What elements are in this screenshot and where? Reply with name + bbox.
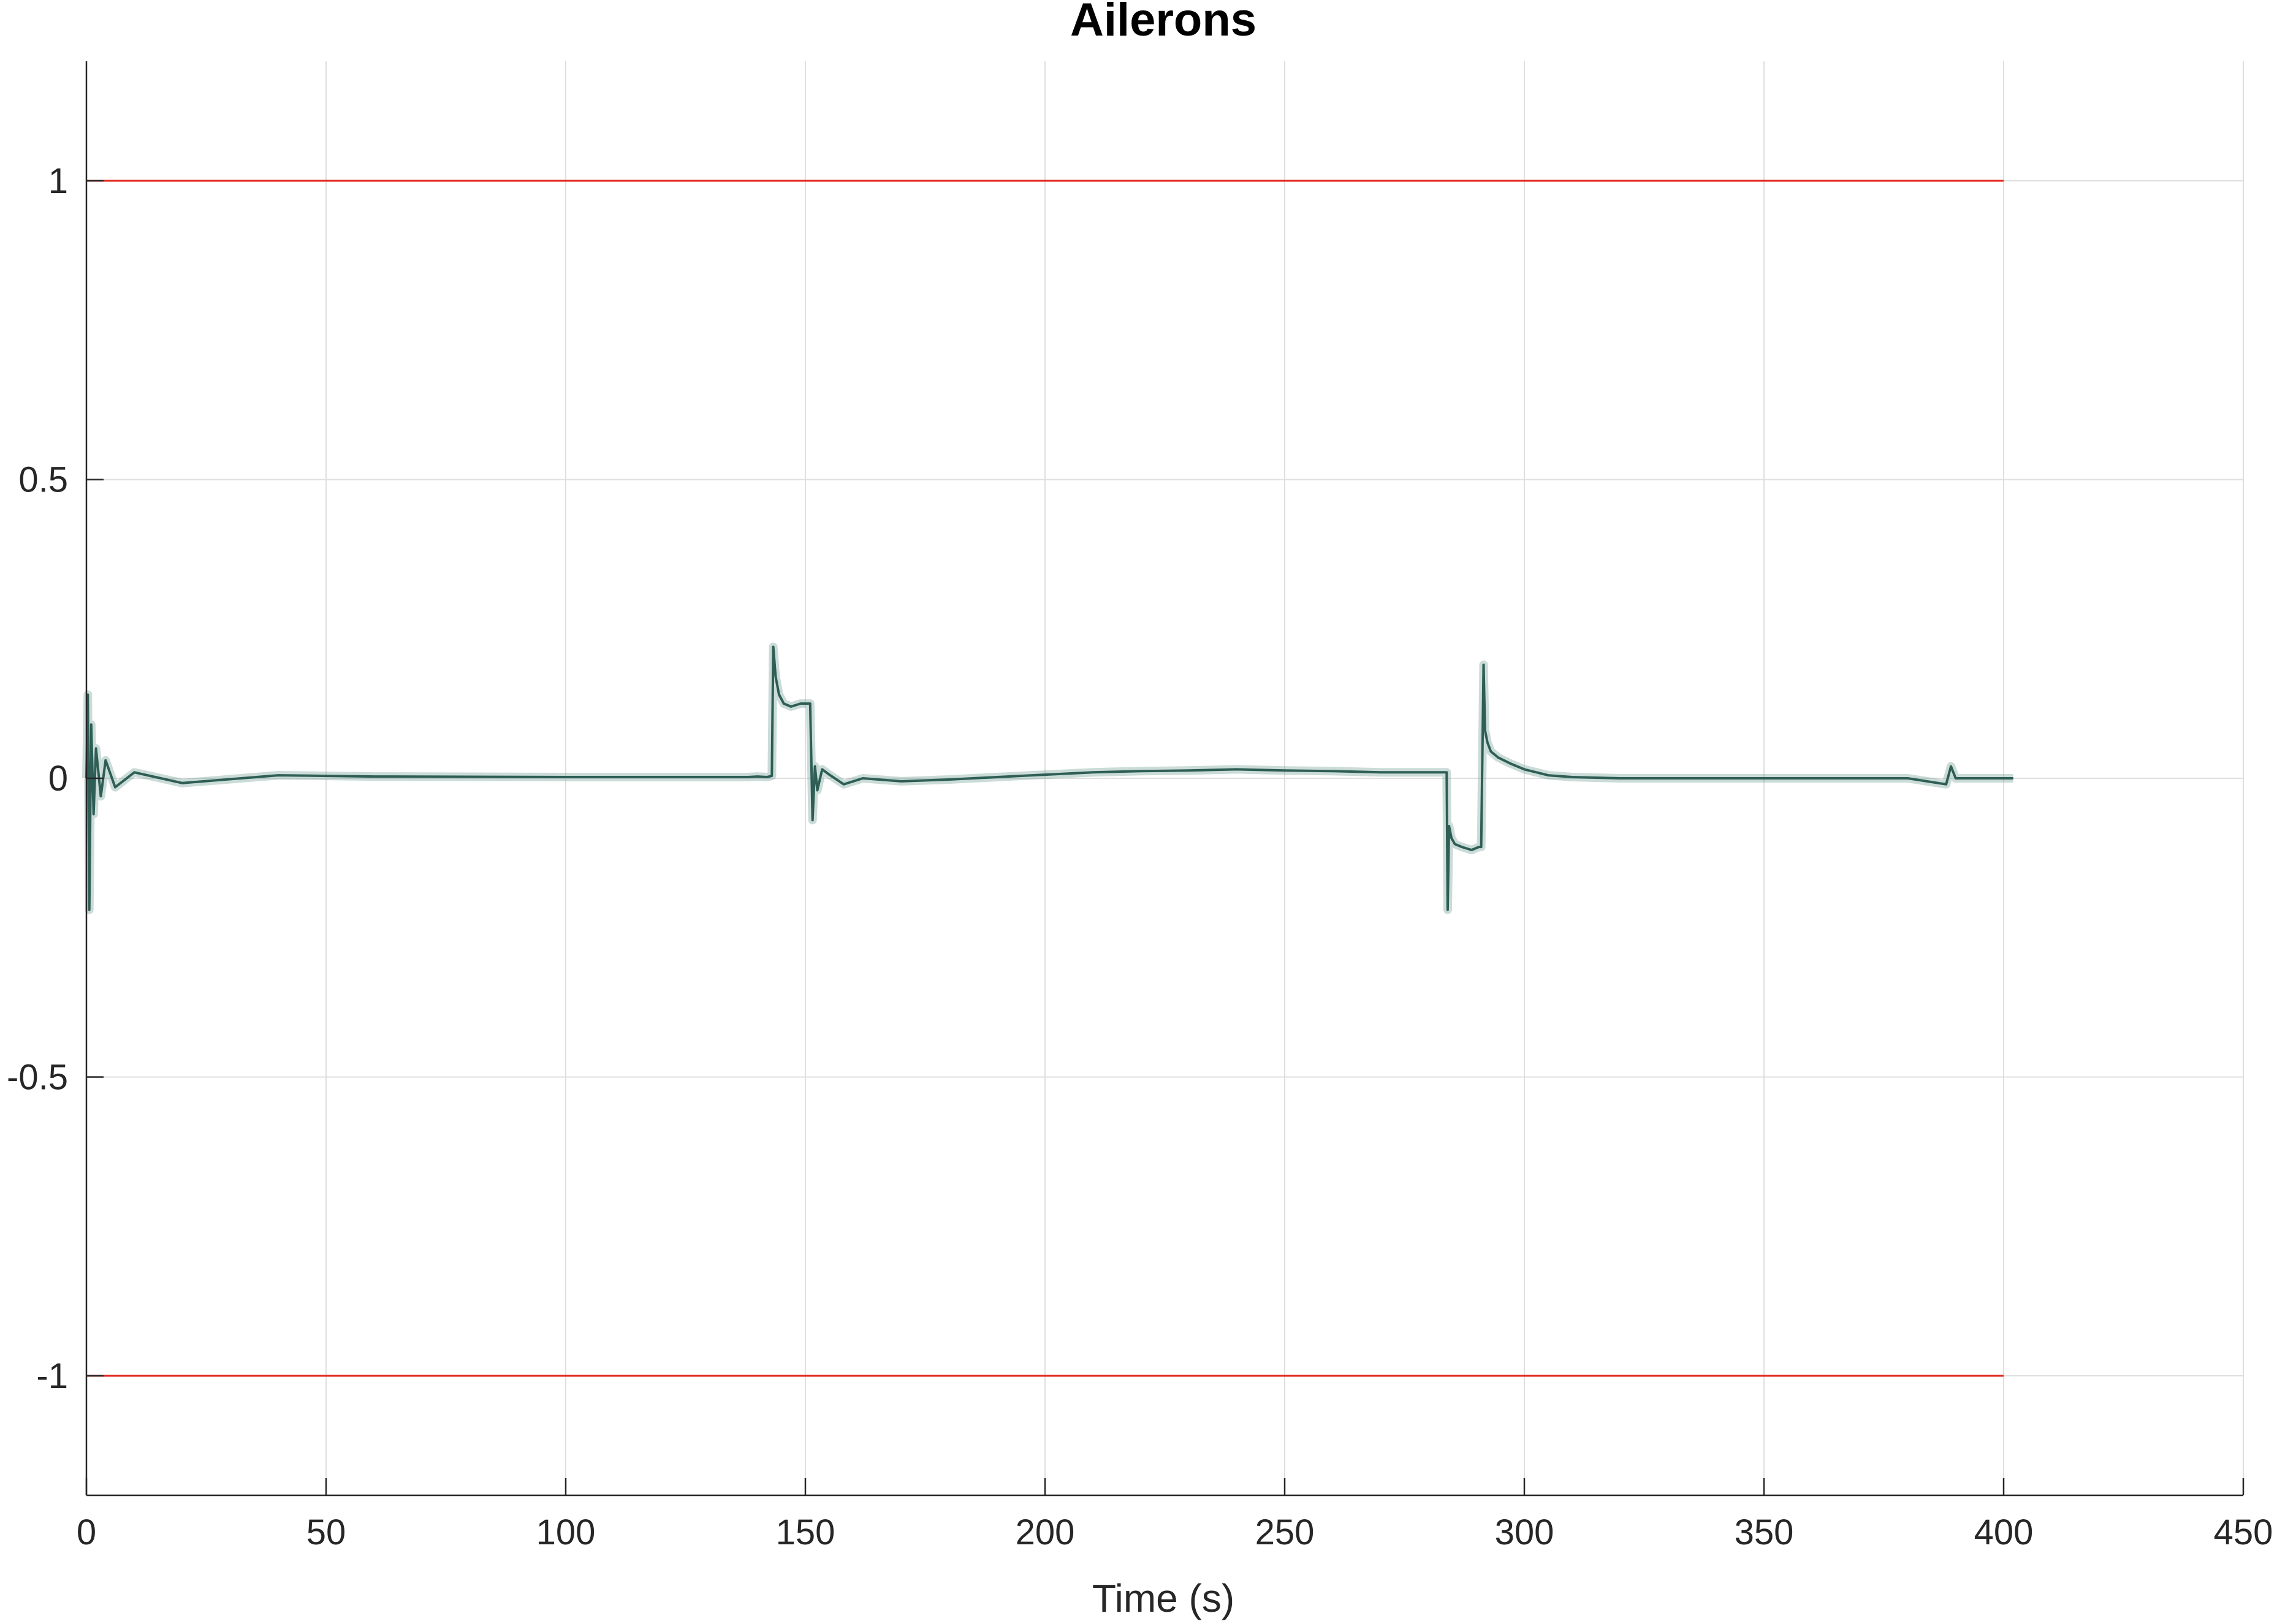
x-tick-label: 450: [2214, 1512, 2273, 1552]
x-tick-label: 350: [1735, 1512, 1794, 1552]
y-tick-label: 0: [48, 759, 68, 799]
x-tick-label: 300: [1495, 1512, 1554, 1552]
axes: [85, 61, 2245, 1497]
x-axis-label: Time (s): [1092, 1576, 1234, 1620]
signal-series: [82, 642, 2013, 914]
y-tick-label: -0.5: [7, 1058, 68, 1098]
x-tick-label: 0: [77, 1512, 96, 1552]
x-tick-label: 50: [306, 1512, 346, 1552]
x-tick-label: 200: [1016, 1512, 1075, 1552]
x-tick-label: 150: [776, 1512, 835, 1552]
x-tick-label: 100: [536, 1512, 596, 1552]
x-tick-labels: 0 50 100 150 200 250 300 350 400 450: [77, 1512, 2273, 1552]
y-tick-label: 0.5: [18, 460, 68, 500]
x-tick-label: 250: [1255, 1512, 1315, 1552]
x-tick-label: 400: [1974, 1512, 2034, 1552]
signal-line-0: [85, 645, 2013, 911]
chart-title: Ailerons: [1070, 0, 1256, 46]
y-tick-label: 1: [48, 161, 68, 201]
y-tick-labels: 1 0.5 0 -0.5 -1: [7, 161, 68, 1396]
y-tick-label: -1: [36, 1356, 68, 1396]
limit-lines: [86, 180, 2004, 1377]
